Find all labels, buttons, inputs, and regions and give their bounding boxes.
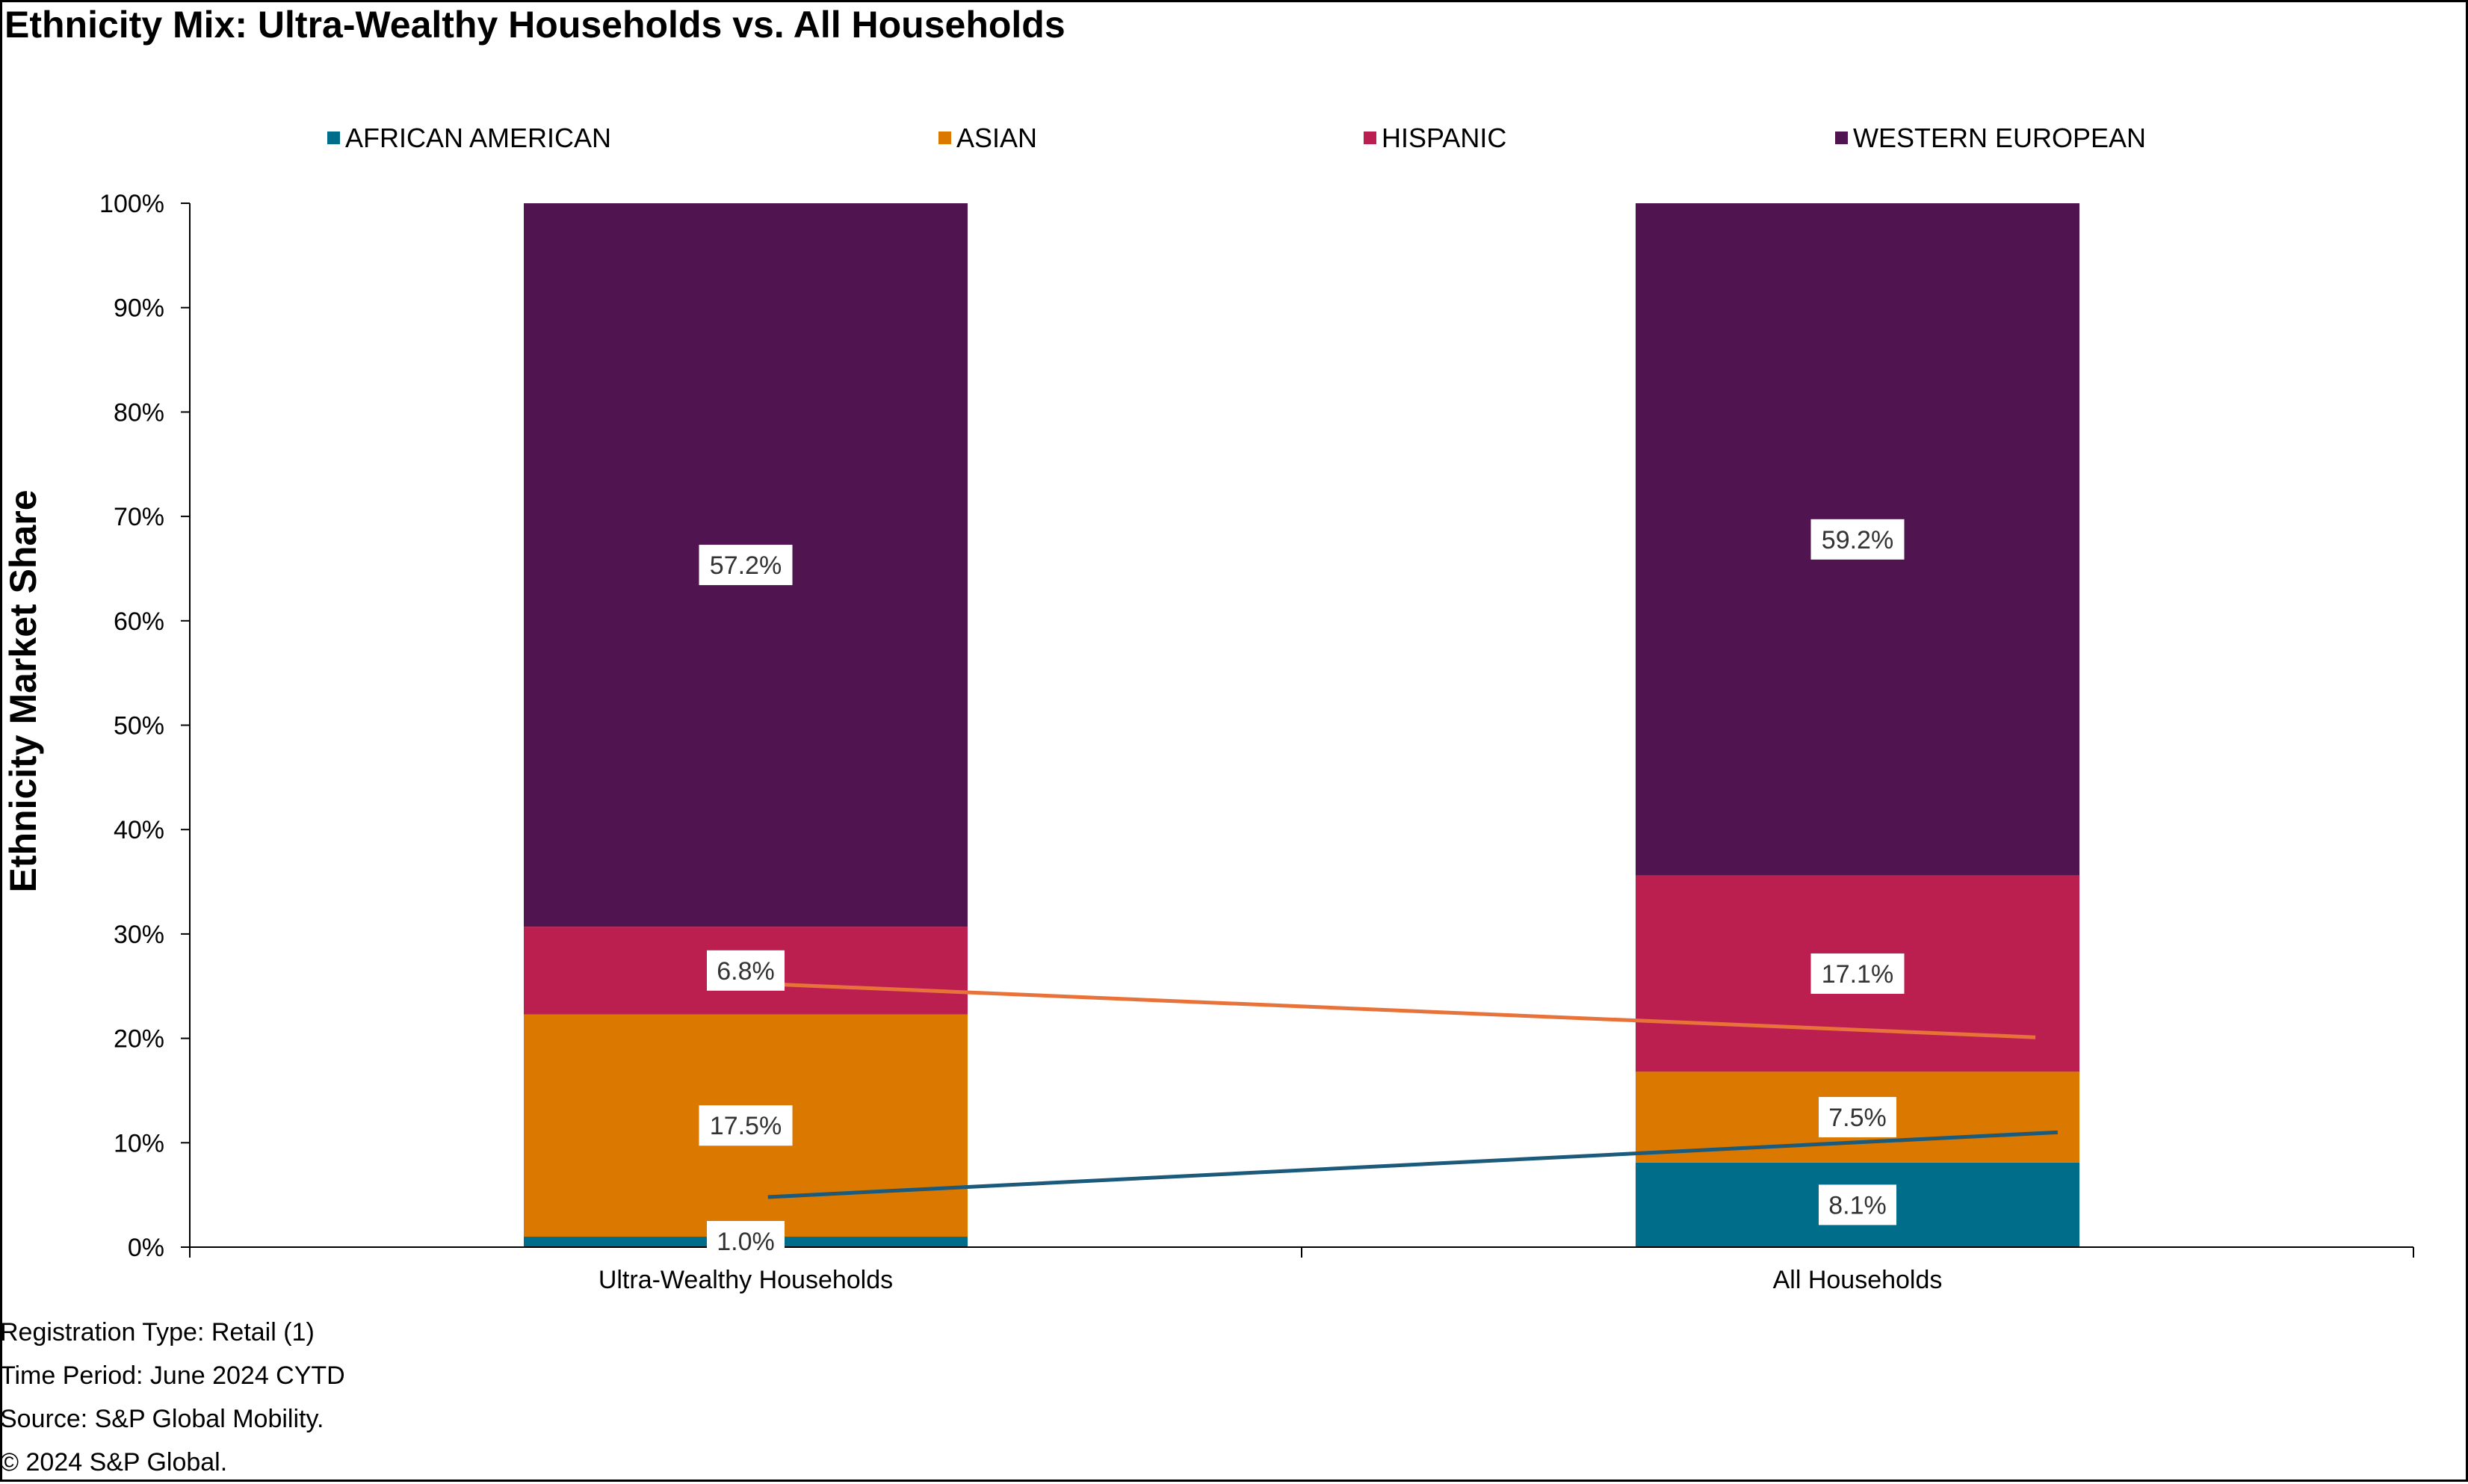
data-label-box xyxy=(699,1105,793,1146)
legend-swatch xyxy=(327,132,340,144)
legend-swatch xyxy=(1835,132,1848,144)
y-tick-label: 70% xyxy=(114,503,164,531)
legend-swatch xyxy=(1364,132,1376,144)
data-label: 8.1% xyxy=(1819,1184,1896,1225)
data-label-text: 57.2% xyxy=(710,551,782,580)
data-labels: 1.0% 17.5% 6.8% 57.2% 8.1% 7.5% 17.1% 59.2% xyxy=(699,519,1905,1261)
x-axis: Ultra-Wealthy Households All Households xyxy=(189,1246,2414,1294)
footnote-copyright: © 2024 S&P Global. xyxy=(0,1448,228,1477)
data-label: 1.0% xyxy=(707,1221,785,1261)
legend-label: WESTERN EUROPEAN xyxy=(1853,123,2146,153)
y-tick-label: 100% xyxy=(99,190,164,218)
data-label-box xyxy=(707,1221,785,1261)
legend-label: ASIAN xyxy=(956,123,1037,153)
y-tick-label: 20% xyxy=(114,1025,164,1054)
y-tick-label: 10% xyxy=(114,1129,164,1157)
x-tick-label: All Households xyxy=(1773,1266,1943,1294)
data-label: 6.8% xyxy=(707,950,785,991)
y-tick-label: 40% xyxy=(114,816,164,844)
data-label: 17.1% xyxy=(1810,953,1905,994)
data-label-text: 17.5% xyxy=(710,1112,782,1140)
y-tick-label: 50% xyxy=(114,712,164,741)
data-label-box xyxy=(1819,1097,1896,1138)
legend: AFRICAN AMERICAN ASIAN HISPANIC WESTERN EUR… xyxy=(327,123,2146,153)
data-label-box xyxy=(1810,519,1905,560)
annotations xyxy=(745,981,2058,1199)
data-label-text: 1.0% xyxy=(717,1228,775,1256)
data-label-text: 17.1% xyxy=(1822,960,1893,989)
data-label-text: 7.5% xyxy=(1828,1104,1887,1132)
y-axis-title: Ethnicity Market Share xyxy=(2,489,44,892)
data-label-text: 8.1% xyxy=(1828,1191,1887,1219)
y-tick-label: 0% xyxy=(128,1234,164,1262)
data-label: 57.2% xyxy=(699,545,793,586)
data-label: 7.5% xyxy=(1819,1097,1896,1138)
bars xyxy=(524,203,2079,1247)
data-label-box xyxy=(1819,1184,1896,1225)
y-tick-label: 30% xyxy=(114,921,164,949)
footnote-source: Source: S&P Global Mobility. xyxy=(0,1405,324,1433)
legend-swatch xyxy=(938,132,951,144)
y-tick-label: 60% xyxy=(114,607,164,636)
data-label-box xyxy=(699,545,793,586)
y-axis: 0% 10% 20% 30% 40% 50% 60% 70% 80% 90% 100% xyxy=(99,190,191,1262)
chart-title: Ethnicity Mix: Ultra-Wealthy Households … xyxy=(4,4,1066,46)
data-label-box xyxy=(1810,953,1905,994)
data-label: 59.2% xyxy=(1810,519,1905,560)
data-label-text: 6.8% xyxy=(717,957,775,986)
trend-line xyxy=(745,981,2036,1039)
trend-line xyxy=(767,1130,2058,1199)
footnotes: Registration Type: Retail (1) Time Perio… xyxy=(0,1311,345,1484)
data-label-text: 59.2% xyxy=(1822,526,1893,554)
data-label-box xyxy=(707,950,785,991)
footnote-registration-type: Registration Type: Retail (1) xyxy=(0,1318,315,1347)
data-label: 17.5% xyxy=(699,1105,793,1146)
y-tick-label: 80% xyxy=(114,398,164,427)
y-tick-label: 90% xyxy=(114,294,164,323)
legend-label: AFRICAN AMERICAN xyxy=(345,123,611,153)
footnote-time-period: Time Period: June 2024 CYTD xyxy=(0,1361,345,1390)
x-tick-label: Ultra-Wealthy Households xyxy=(599,1266,893,1294)
legend-label: HISPANIC xyxy=(1382,123,1506,153)
